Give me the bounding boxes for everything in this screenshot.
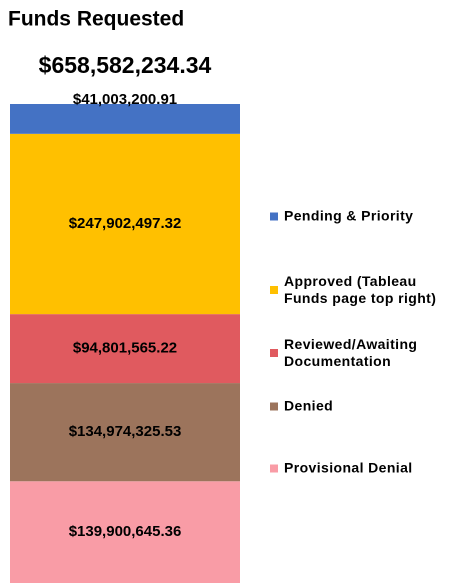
legend-swatch xyxy=(270,349,278,357)
bar-segment xyxy=(10,383,240,482)
data-label: $139,900,645.36 xyxy=(69,523,182,540)
legend-item: Approved (Tableau Funds page top right) xyxy=(270,273,460,307)
bar-segment xyxy=(10,104,240,134)
legend-swatch xyxy=(270,464,278,472)
legend-label: Approved (Tableau Funds page top right) xyxy=(284,273,437,306)
legend-item: Denied xyxy=(270,398,460,415)
legend-swatch xyxy=(270,286,278,294)
bar-segment xyxy=(10,314,240,384)
legend-label: Provisional Denial xyxy=(284,459,413,476)
data-label: $41,003,200.91 xyxy=(73,91,177,108)
legend-item: Provisional Denial xyxy=(270,460,460,477)
chart-title: Funds Requested xyxy=(8,8,184,31)
chart-total: $658,582,234.34 xyxy=(39,52,212,78)
legend-item: Pending & Priority xyxy=(270,208,460,225)
data-label: $134,974,325.53 xyxy=(69,423,182,440)
legend-label: Denied xyxy=(284,397,334,414)
legend-swatch xyxy=(270,212,278,220)
bar-segment xyxy=(10,481,240,583)
legend-label: Pending & Priority xyxy=(284,207,414,224)
legend-label: Reviewed/Awaiting Documentation xyxy=(284,336,418,369)
legend-item: Reviewed/Awaiting Documentation xyxy=(270,336,460,370)
data-label: $247,902,497.32 xyxy=(69,215,182,232)
legend-swatch xyxy=(270,402,278,410)
data-label: $94,801,565.22 xyxy=(73,340,177,357)
bar-segment xyxy=(10,133,240,315)
